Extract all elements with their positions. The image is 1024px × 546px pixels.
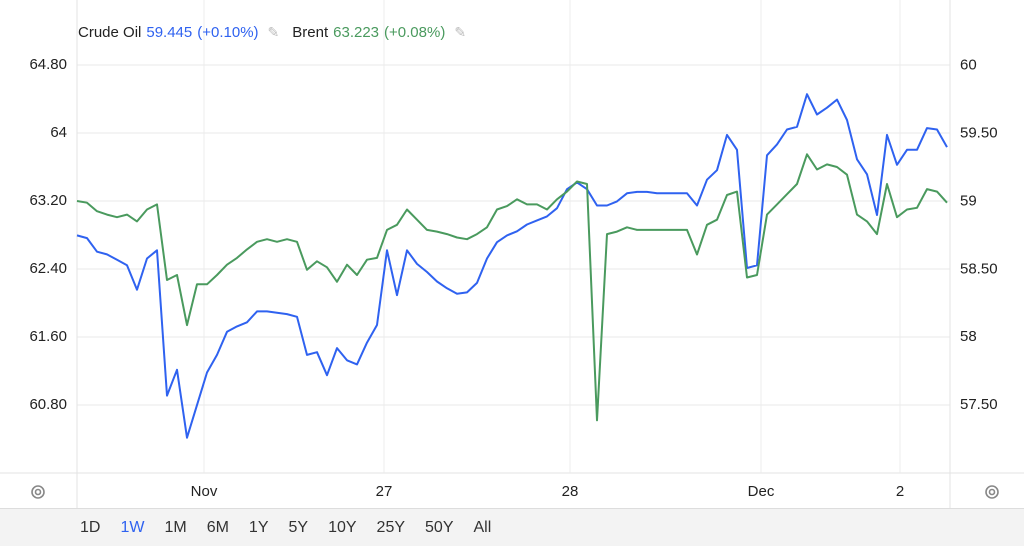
y-tick-label: 63.20 [29,192,67,209]
y-tick-label: 60.80 [29,396,67,413]
range-button[interactable]: 1W [120,518,145,536]
gear-left[interactable] [31,485,45,499]
x-tick-label: 27 [376,483,393,500]
x-tick-label: Nov [191,483,218,500]
y2-tick-label: 59 [960,192,977,209]
y2-tick-label: 59.50 [960,125,998,142]
legend-quote: 63.223 [333,24,380,41]
legend-name: Brent [292,24,329,41]
y2-tick-label: 57.50 [960,396,998,413]
range-toolbar: 1D 1W 1M 6M 1Y 5Y 10Y 25Y 50Y All [0,508,1024,546]
series-line [76,93,948,439]
legend-quote: 59.445 [146,24,193,41]
gear-right[interactable] [985,485,999,499]
range-button[interactable]: 1M [164,518,187,536]
x-tick-label: 28 [562,483,579,500]
range-button[interactable]: 50Y [425,518,454,536]
y2-tick-label: 58.50 [960,260,998,277]
range-button[interactable]: 10Y [328,518,357,536]
range-button[interactable]: 5Y [288,518,309,536]
range-button[interactable]: 6M [206,518,229,536]
range-button[interactable]: 1D [80,518,101,536]
edit-icon[interactable]: ✎ [454,24,467,40]
range-button[interactable]: All [473,518,492,536]
legend-change: (+0.08%) [384,24,446,41]
chart: 60.80 61.60 62.40 63.20 64 64.80 57.50 58 58.50 5… [0,0,1024,508]
edit-icon[interactable]: ✎ [267,24,280,40]
x-tick-label: 2 [896,483,904,500]
legend-change: (+0.10%) [197,24,259,41]
legend-name: Crude Oil [78,24,142,41]
y-tick-label: 61.60 [29,328,67,345]
x-tick-label: Dec [748,483,775,500]
range-button[interactable]: 1Y [248,518,269,536]
range-button[interactable]: 25Y [376,518,406,536]
series-line [76,153,948,422]
y2-tick-label: 60 [960,57,977,74]
y-tick-label: 64 [50,124,67,141]
y-tick-label: 62.40 [29,260,67,277]
y2-tick-label: 58 [960,328,977,345]
y-tick-label: 64.80 [29,56,67,73]
legend: Crude Oil 59.445 (+0.10%) ✎ Brent 63.223 (+0.0… [78,24,474,41]
